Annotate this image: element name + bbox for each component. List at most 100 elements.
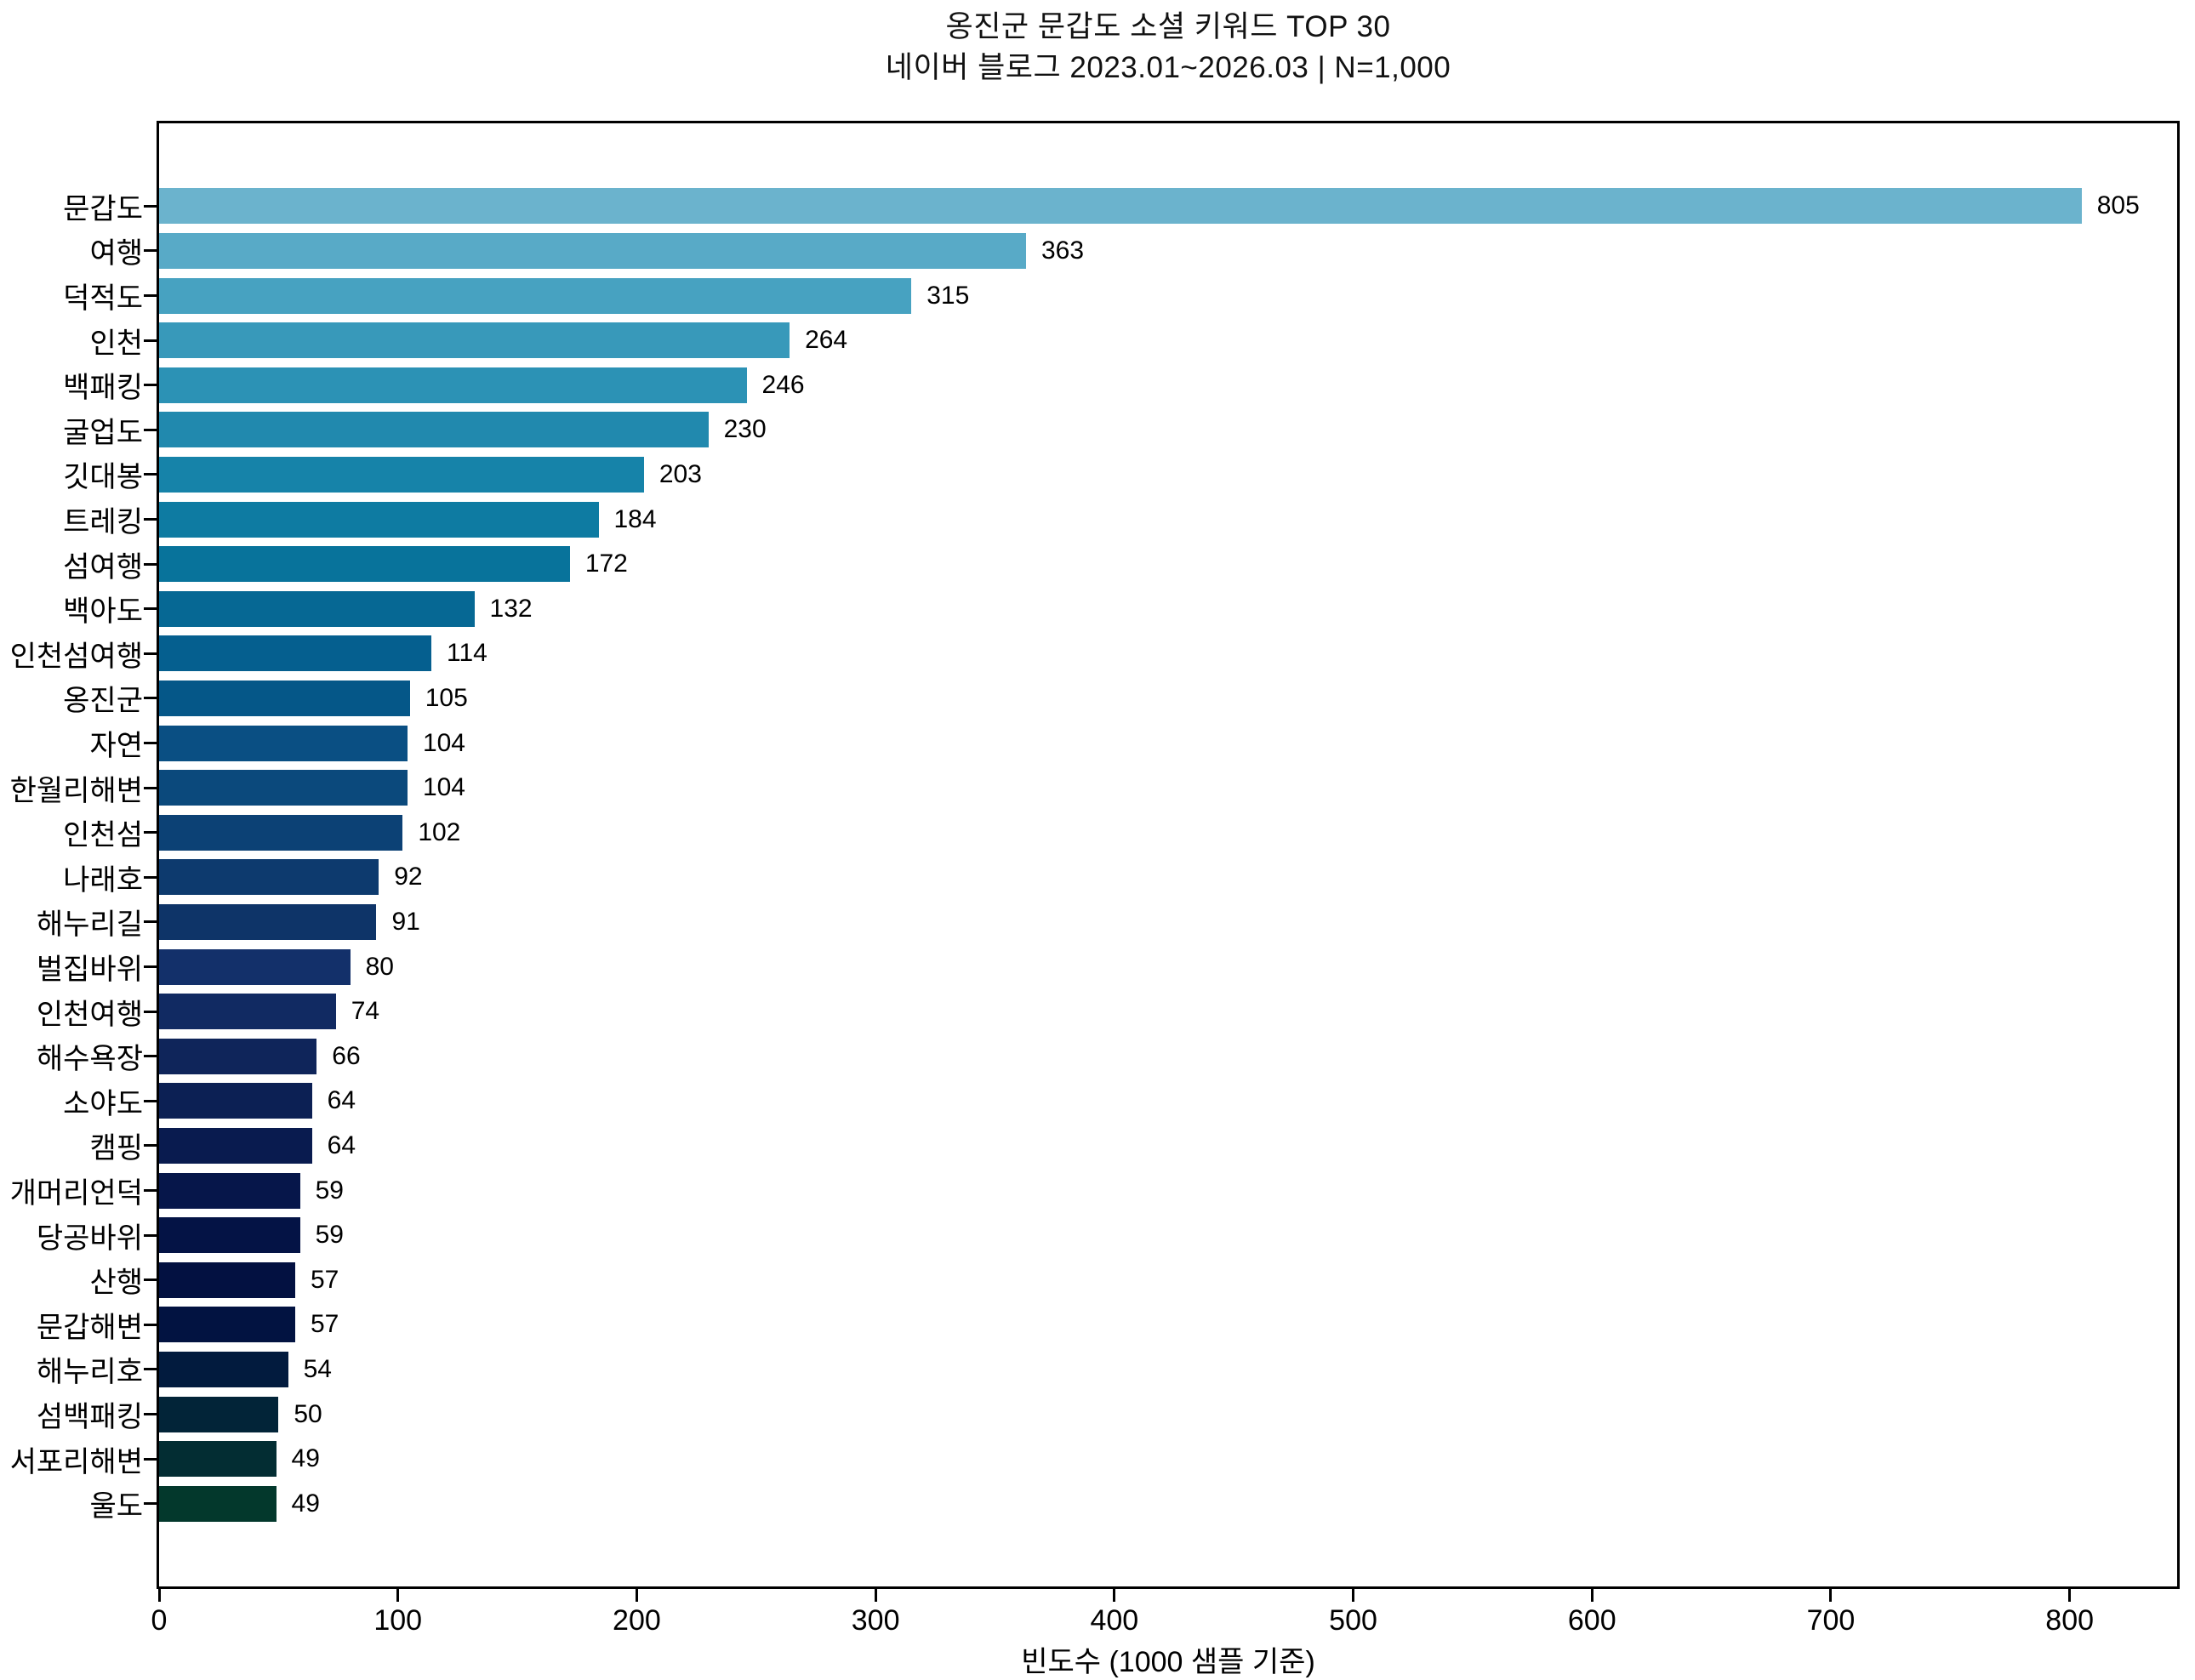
y-tick bbox=[144, 562, 157, 566]
y-tick bbox=[144, 1189, 157, 1192]
bar-row: 91 bbox=[159, 903, 2177, 940]
bar bbox=[159, 277, 912, 314]
y-tick-label: 트레킹 bbox=[63, 506, 143, 538]
y-tick bbox=[144, 339, 157, 342]
y-tick bbox=[144, 1457, 157, 1461]
x-tick bbox=[1113, 1589, 1116, 1602]
bar-row: 64 bbox=[159, 1083, 2177, 1119]
y-tick-label: 문갑도 bbox=[63, 192, 143, 225]
x-tick bbox=[874, 1589, 877, 1602]
bar-value-label: 363 bbox=[1040, 236, 1085, 265]
bar-value-label: 203 bbox=[658, 459, 702, 488]
y-tick-label: 해누리호 bbox=[36, 1356, 143, 1389]
y-tick bbox=[144, 786, 157, 789]
x-tick bbox=[396, 1589, 400, 1602]
bar-value-label: 264 bbox=[805, 326, 848, 355]
bar-value-label: 184 bbox=[613, 504, 657, 533]
y-tick-label: 백패킹 bbox=[63, 372, 143, 405]
bar-row: 184 bbox=[159, 501, 2177, 538]
bar bbox=[159, 859, 379, 896]
y-tick-label: 서포리해변 bbox=[9, 1445, 143, 1478]
bar-row: 57 bbox=[159, 1307, 2177, 1343]
y-tick bbox=[144, 1413, 157, 1415]
y-tick-label: 해수욕장 bbox=[36, 1043, 143, 1076]
x-tick bbox=[1590, 1589, 1594, 1602]
bar bbox=[159, 725, 408, 761]
bar-value-label: 59 bbox=[315, 1221, 344, 1250]
y-tick-label: 울도 bbox=[89, 1490, 143, 1523]
bar bbox=[159, 1127, 312, 1164]
bar-row: 104 bbox=[159, 770, 2177, 806]
bar bbox=[159, 770, 408, 806]
bar-row: 57 bbox=[159, 1261, 2177, 1298]
bar-value-label: 57 bbox=[311, 1265, 339, 1294]
y-tick bbox=[144, 1502, 157, 1506]
bar-row: 64 bbox=[159, 1127, 2177, 1164]
y-tick bbox=[144, 831, 157, 834]
y-tick bbox=[144, 204, 157, 208]
bar-value-label: 59 bbox=[315, 1176, 344, 1204]
x-tick bbox=[157, 1589, 161, 1602]
y-tick bbox=[144, 875, 157, 879]
bar-value-label: 230 bbox=[723, 415, 767, 444]
y-tick-label: 나래호 bbox=[63, 863, 143, 897]
x-axis-title: 빈도수 (1000 샘플 기준) bbox=[1021, 1646, 1315, 1678]
bar-row: 315 bbox=[159, 277, 2177, 314]
plot-area: 805 363 315 264 246 230 203 184 172 132 114 105 104 1… bbox=[157, 121, 2180, 1589]
bar-row: 172 bbox=[159, 546, 2177, 583]
bar-value-label: 105 bbox=[425, 683, 468, 712]
y-tick bbox=[144, 1144, 157, 1148]
y-tick-label: 덕적도 bbox=[63, 282, 143, 315]
x-tick bbox=[1352, 1589, 1355, 1602]
y-tick bbox=[144, 428, 157, 431]
x-tick-label: 400 bbox=[1090, 1604, 1139, 1637]
x-tick-label: 100 bbox=[373, 1604, 423, 1637]
bar-row: 74 bbox=[159, 994, 2177, 1030]
y-tick bbox=[144, 1233, 157, 1237]
bar bbox=[159, 1307, 295, 1343]
bar-value-label: 74 bbox=[351, 997, 380, 1026]
y-tick bbox=[144, 1055, 157, 1058]
bar-row: 50 bbox=[159, 1396, 2177, 1432]
bar-row: 805 bbox=[159, 188, 2177, 225]
y-tick-label: 해누리길 bbox=[36, 908, 143, 942]
y-tick bbox=[144, 1368, 157, 1371]
y-tick bbox=[144, 1010, 157, 1013]
bar-row: 102 bbox=[159, 814, 2177, 851]
y-tick-label: 인천 bbox=[89, 327, 143, 360]
y-tick bbox=[144, 652, 157, 655]
y-tick bbox=[144, 518, 157, 521]
x-tick-label: 800 bbox=[2045, 1604, 2095, 1637]
bar bbox=[159, 1441, 277, 1478]
y-tick-label: 자연 bbox=[89, 730, 143, 762]
bar bbox=[159, 1351, 288, 1387]
y-tick bbox=[144, 965, 157, 968]
y-tick-label: 인천여행 bbox=[36, 998, 143, 1031]
bar bbox=[159, 367, 747, 403]
bar-value-label: 104 bbox=[422, 728, 465, 757]
bar-row: 105 bbox=[159, 680, 2177, 716]
chart-title: 옹진군 문갑도 소셜 키워드 TOP 30 네이버 블로그 2023.01~20… bbox=[157, 7, 2180, 88]
y-tick-label: 산행 bbox=[89, 1267, 143, 1300]
bar-value-label: 91 bbox=[391, 907, 420, 936]
chart-title-line1: 옹진군 문갑도 소셜 키워드 TOP 30 bbox=[945, 10, 1391, 43]
bar bbox=[159, 948, 351, 985]
bar bbox=[159, 590, 475, 627]
bar bbox=[159, 1396, 279, 1432]
y-tick-label: 섬여행 bbox=[63, 550, 143, 584]
bar bbox=[159, 1083, 312, 1119]
bar bbox=[159, 1485, 277, 1522]
bar-value-label: 64 bbox=[327, 1086, 356, 1115]
bar bbox=[159, 188, 2082, 225]
bar-row: 114 bbox=[159, 635, 2177, 672]
bar-value-label: 50 bbox=[294, 1399, 322, 1428]
bar bbox=[159, 635, 431, 672]
chart-title-line2: 네이버 블로그 2023.01~2026.03 | N=1,000 bbox=[885, 51, 1451, 84]
bar-value-label: 102 bbox=[418, 817, 461, 846]
bar-value-label: 92 bbox=[394, 863, 423, 891]
x-tick bbox=[635, 1589, 638, 1602]
bar-value-label: 57 bbox=[311, 1310, 339, 1339]
x-tick-label: 300 bbox=[851, 1604, 900, 1637]
bar bbox=[159, 680, 410, 716]
